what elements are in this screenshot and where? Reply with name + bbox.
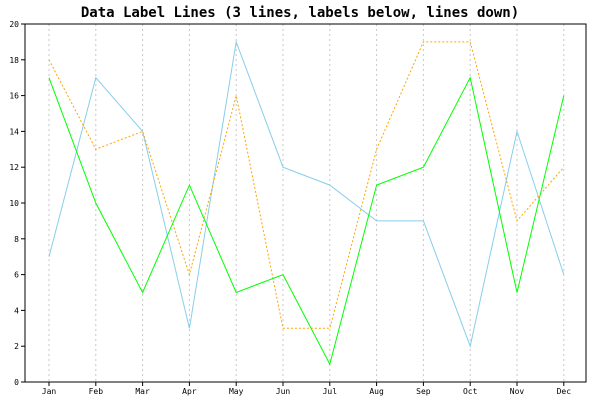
x-tick-label: Dec [557,387,572,396]
x-tick-label: Apr [182,387,197,396]
series-line-2 [48,41,565,329]
y-tick-label: 0 [14,378,19,387]
series-line-1 [48,39,565,348]
series-line-3 [48,76,565,366]
y-tick-label: 10 [9,199,19,208]
y-tick-label: 2 [14,342,19,351]
x-tick-label: Mar [135,387,150,396]
x-tick-label: Jun [276,387,291,396]
x-tick-label: Sep [416,387,431,396]
x-tick-label: Oct [463,387,478,396]
x-tick-label: Nov [510,387,525,396]
y-tick-label: 8 [14,235,19,244]
y-tick-label: 18 [9,56,19,65]
y-tick-label: 12 [9,163,19,172]
y-tick-label: 6 [14,271,19,280]
y-tick-label: 4 [14,306,19,315]
x-tick-label: Aug [369,387,384,396]
y-tick-label: 20 [9,20,19,29]
y-tick-label: 16 [9,92,19,101]
x-tick-label: May [229,387,244,396]
chart-title: Data Label Lines (3 lines, labels below,… [80,5,520,21]
x-tick-label: Jul [323,387,338,396]
x-tick-label: Jan [42,387,57,396]
y-tick-label: 14 [9,127,19,136]
x-tick-label: Feb [89,387,104,396]
